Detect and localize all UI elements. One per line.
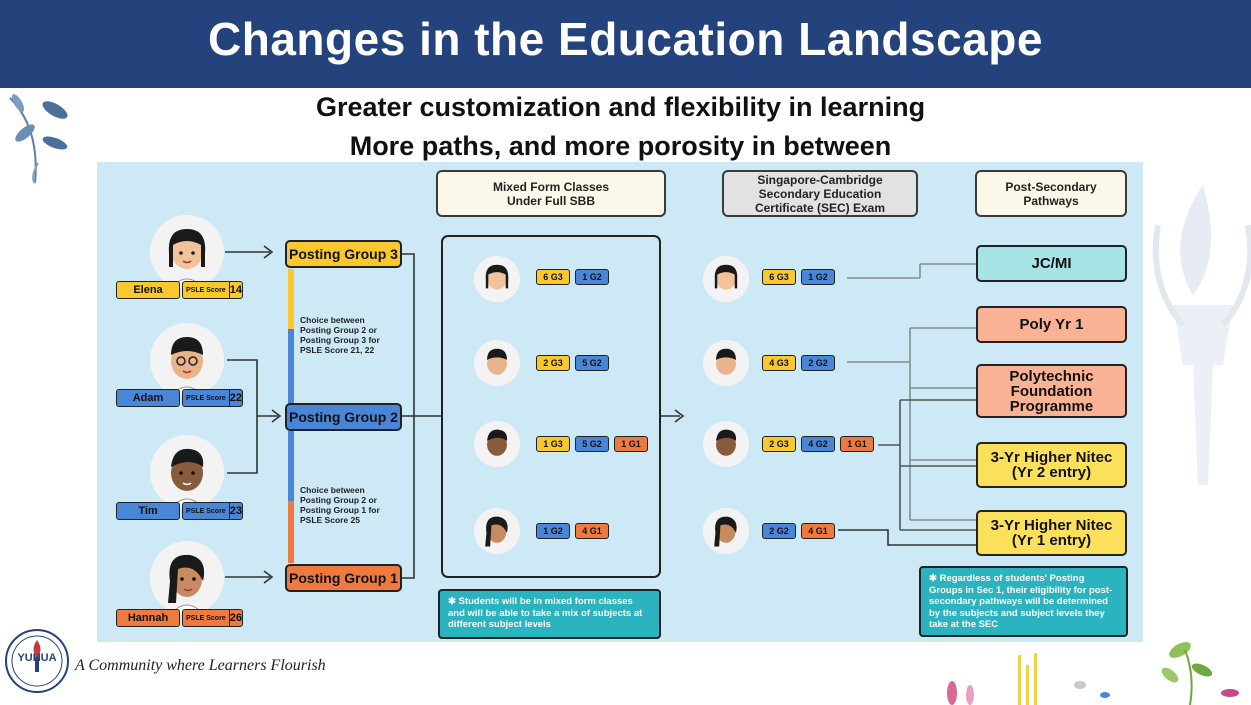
subject-chip: 6 G3 <box>762 269 796 285</box>
subject-chip: 1 G2 <box>575 269 609 285</box>
student-score-tag: PSLE Score 22 <box>182 389 243 407</box>
student-score-tag: PSLE Score 14 <box>182 281 243 299</box>
subject-chip: 2 G3 <box>762 436 796 452</box>
pathway-jc-mi: JC/MI <box>976 245 1127 282</box>
avatar-hannah-small <box>474 508 520 554</box>
avatar-elena <box>150 215 224 289</box>
student-name-tag: Elena <box>116 281 180 299</box>
footer-tagline: A Community where Learners Flourish <box>75 657 326 674</box>
subject-chip: 2 G3 <box>536 355 570 371</box>
mixed-classes-box <box>441 235 661 578</box>
subject-chip: 1 G1 <box>840 436 874 452</box>
pathway-nitec-yr2: 3-Yr Higher Nitec (Yr 2 entry) <box>976 442 1127 488</box>
torch-watermark-icon <box>1152 185 1251 485</box>
student-name-tag: Tim <box>116 502 180 520</box>
student-score-tag: PSLE Score 23 <box>182 502 243 520</box>
avatar-adam <box>150 323 224 397</box>
diagram-panel <box>97 162 1143 642</box>
posting-group-3: Posting Group 3 <box>285 240 402 268</box>
header-post-secondary: Post-Secondary Pathways <box>975 170 1127 217</box>
subject-chip: 4 G1 <box>575 523 609 539</box>
student-score-tag: PSLE Score 26 <box>182 609 243 627</box>
title-banner: Changes in the Education Landscape <box>0 0 1251 88</box>
choice-note-lower: Choice between Posting Group 2 or Postin… <box>300 485 380 525</box>
avatar-tim-small <box>474 421 520 467</box>
leaf-decoration-icon <box>9 94 68 184</box>
subject-chip: 2 G2 <box>801 355 835 371</box>
subject-chip: 1 G2 <box>536 523 570 539</box>
avatar-adam-small <box>474 340 520 386</box>
subject-chip: 1 G1 <box>614 436 648 452</box>
student-name-tag: Hannah <box>116 609 180 627</box>
page-title: Changes in the Education Landscape <box>208 13 1043 65</box>
subtitle-1: Greater customization and flexibility in… <box>315 92 926 122</box>
subject-chip: 2 G2 <box>762 523 796 539</box>
avatar-elena-sec <box>703 256 749 302</box>
avatar-elena-small <box>474 256 520 302</box>
bullet-icon: ✱ <box>929 573 940 584</box>
posting-group-1: Posting Group 1 <box>285 564 402 592</box>
subject-chip: 1 G2 <box>801 269 835 285</box>
subject-chip: 5 G2 <box>575 355 609 371</box>
subtitle-2: More paths, and more porosity in between <box>349 131 892 161</box>
bullet-icon: ✱ <box>448 596 459 607</box>
subject-chip: 1 G3 <box>536 436 570 452</box>
subject-chip: 6 G3 <box>536 269 570 285</box>
avatar-adam-sec <box>703 340 749 386</box>
flower-decoration-icon <box>947 642 1239 705</box>
note-post-secondary: ✱ Regardless of students' Posting Groups… <box>919 566 1128 637</box>
choice-note-upper: Choice between Posting Group 2 or Postin… <box>300 315 380 355</box>
school-logo-icon <box>5 629 69 693</box>
avatar-hannah-sec <box>703 508 749 554</box>
pathway-polytechnic-foundation: Polytechnic Foundation Programme <box>976 364 1127 418</box>
subject-chip: 4 G2 <box>801 436 835 452</box>
school-logo-text: YUHUA <box>17 652 57 664</box>
avatar-tim <box>150 435 224 509</box>
avatar-tim-sec <box>703 421 749 467</box>
pathway-nitec-yr1: 3-Yr Higher Nitec (Yr 1 entry) <box>976 510 1127 556</box>
subject-chip: 5 G2 <box>575 436 609 452</box>
header-mixed-classes: Mixed Form Classes Under Full SBB <box>436 170 666 217</box>
avatar-hannah <box>150 541 224 615</box>
note-mixed-classes: ✱ Students will be in mixed form classes… <box>438 589 661 639</box>
posting-group-2: Posting Group 2 <box>285 403 402 431</box>
subject-chip: 4 G3 <box>762 355 796 371</box>
header-sec-exam: Singapore-Cambridge Secondary Education … <box>722 170 918 217</box>
subject-chip: 4 G1 <box>801 523 835 539</box>
student-name-tag: Adam <box>116 389 180 407</box>
pathway-poly-yr1: Poly Yr 1 <box>976 306 1127 343</box>
